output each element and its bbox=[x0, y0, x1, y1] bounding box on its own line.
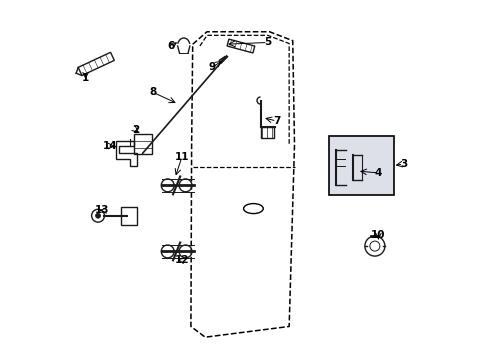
FancyBboxPatch shape bbox=[328, 136, 393, 195]
Text: 9: 9 bbox=[208, 63, 216, 72]
Text: 8: 8 bbox=[149, 87, 157, 98]
Text: 5: 5 bbox=[264, 37, 271, 48]
Text: 1: 1 bbox=[82, 73, 89, 83]
Text: 7: 7 bbox=[272, 116, 280, 126]
Circle shape bbox=[95, 213, 101, 218]
Bar bbox=[134, 134, 151, 154]
Bar bbox=[121, 207, 137, 225]
Text: 10: 10 bbox=[370, 230, 385, 240]
Text: 11: 11 bbox=[174, 152, 189, 162]
Bar bbox=[260, 127, 274, 138]
Text: 13: 13 bbox=[94, 205, 109, 215]
Text: 3: 3 bbox=[399, 159, 406, 169]
Text: 6: 6 bbox=[167, 41, 175, 51]
Text: 4: 4 bbox=[374, 168, 381, 178]
Text: 12: 12 bbox=[174, 255, 189, 265]
Text: 14: 14 bbox=[103, 141, 118, 151]
Text: 2: 2 bbox=[132, 125, 139, 135]
